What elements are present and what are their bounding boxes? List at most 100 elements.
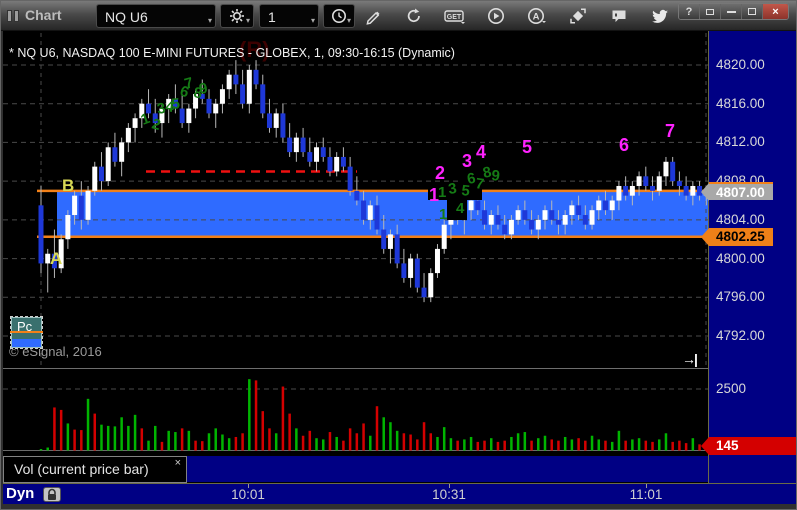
- volume-study-label[interactable]: Vol (current price bar) ×: [3, 456, 187, 483]
- price-axis-label: 4816.00: [716, 95, 765, 111]
- price-axis-label: 4800.00: [716, 250, 765, 266]
- count-marker: 3: [156, 100, 167, 118]
- count-marker: 2: [150, 115, 162, 134]
- close-study-icon[interactable]: ×: [174, 457, 181, 469]
- count-marker: 4: [456, 200, 465, 217]
- clock-icon: [332, 9, 346, 23]
- minimize-icon: [726, 10, 736, 13]
- trade-marker: 2: [435, 163, 445, 183]
- interval-combo[interactable]: 1 ▾: [259, 4, 319, 28]
- window-controls: ? ×: [678, 3, 789, 20]
- volume-series: [39, 379, 708, 451]
- chevron-down-icon: ▾: [245, 16, 250, 25]
- time-template-button[interactable]: ▾: [323, 4, 355, 28]
- marker-backdrop: [447, 197, 467, 220]
- diamond-arrows-icon: [570, 8, 586, 24]
- count-marker: 9: [491, 167, 501, 185]
- symbol-combo[interactable]: NQ U6 ▾: [96, 4, 216, 28]
- play-icon: [488, 8, 504, 24]
- count-marker: 1: [438, 184, 446, 201]
- axis-border: [708, 31, 709, 483]
- registered-watermark: (R): [239, 37, 270, 62]
- count-marker: 9: [198, 80, 209, 98]
- window-title: Chart: [25, 7, 62, 23]
- price-axis-label: 4792.00: [716, 328, 765, 343]
- restore-panel-button[interactable]: [700, 4, 721, 19]
- twitter-bird-icon: [652, 9, 668, 23]
- lock-icon[interactable]: [43, 487, 61, 502]
- maximize-button[interactable]: [742, 4, 763, 19]
- marker-backdrop: [462, 174, 482, 190]
- trade-marker: 4: [476, 142, 486, 162]
- time-axis-label: 10:31: [432, 487, 466, 502]
- symbol-settings-button[interactable]: ▾: [220, 4, 254, 28]
- a-circle-icon: A: [528, 8, 546, 24]
- volume-pane[interactable]: [3, 369, 708, 453]
- price-axis[interactable]: 4792.00 4796.00 4800.00 4804.00 4808.00 4812.…: [701, 31, 796, 504]
- comment-button[interactable]: [607, 5, 631, 27]
- volume-study-label-text: Vol (current price bar): [14, 461, 149, 477]
- goto-end-button[interactable]: →|: [682, 351, 698, 367]
- trade-marker: 1: [429, 185, 439, 205]
- trade-marker: 3: [462, 151, 472, 171]
- titlebar: Chart NQ U6 ▾ ▾ 1 ▾: [1, 1, 796, 31]
- reload-button[interactable]: [402, 5, 426, 27]
- navigate-button[interactable]: [566, 5, 590, 27]
- restore-icon: [706, 8, 714, 15]
- chart-title: * NQ U6, NASDAQ 100 E-MINI FUTURES - GLO…: [9, 46, 455, 60]
- count-marker: 8: [481, 164, 493, 182]
- pc-blue-zone: [12, 339, 41, 347]
- get-data-button[interactable]: GET: [443, 5, 467, 27]
- gear-icon: [230, 9, 244, 23]
- time-axis-label: 10:01: [231, 487, 265, 502]
- trade-marker: 7: [665, 121, 675, 141]
- volume-axis-label: 2500: [716, 381, 747, 396]
- auto-trade-button[interactable]: A: [525, 5, 549, 27]
- play-button[interactable]: [484, 5, 508, 27]
- svg-text:GET: GET: [447, 14, 462, 21]
- time-tick: [248, 484, 249, 488]
- draw-pencil-button[interactable]: [361, 5, 385, 27]
- price-axis-label: 4804.00: [716, 211, 765, 227]
- svg-text:A: A: [533, 11, 540, 22]
- count-marker: 7: [474, 175, 485, 193]
- pane-divider[interactable]: [3, 368, 708, 369]
- count-marker: 8: [192, 84, 203, 102]
- toolbar-tools: GET A: [361, 4, 672, 28]
- time-tick: [646, 484, 647, 488]
- pencil-icon: [366, 11, 380, 25]
- symbol-combo-value: NQ U6: [105, 9, 148, 25]
- twitter-share-button[interactable]: [648, 5, 672, 27]
- chevron-down-icon: ▾: [310, 16, 315, 25]
- interval-combo-value: 1: [268, 9, 276, 25]
- pc-label: Pc: [17, 319, 33, 334]
- candlestick-series: [38, 60, 708, 303]
- maximize-icon: [748, 8, 756, 16]
- letter-marker: B: [62, 176, 74, 195]
- help-button[interactable]: ?: [679, 4, 700, 19]
- count-marker: 4: [164, 98, 175, 116]
- trade-marker: 6: [619, 135, 629, 155]
- current-volume-tag: 145: [701, 437, 796, 455]
- consolidation-zone: [57, 190, 708, 237]
- close-button[interactable]: ×: [763, 4, 788, 19]
- time-tick: [449, 484, 450, 488]
- refresh-icon: [407, 8, 420, 23]
- zone-low-price-tag: 4802.25: [701, 228, 773, 246]
- window-icon: [7, 10, 21, 22]
- time-axis[interactable]: Dyn 10:01 10:31 11:01: [3, 483, 796, 504]
- pc-orange-line: [10, 331, 43, 333]
- get-icon: GET: [444, 10, 465, 24]
- price-axis-label: 4820.00: [716, 57, 765, 72]
- chevron-down-icon: ▾: [346, 16, 351, 25]
- price-axis-label: 4796.00: [716, 289, 765, 305]
- minimize-button[interactable]: [721, 4, 742, 19]
- count-marker: 6: [466, 170, 477, 188]
- letter-marker: A: [50, 249, 62, 268]
- pc-strategy-object[interactable]: Pc: [10, 316, 43, 349]
- count-marker: 5: [171, 95, 181, 113]
- count-marker: 1: [439, 206, 447, 223]
